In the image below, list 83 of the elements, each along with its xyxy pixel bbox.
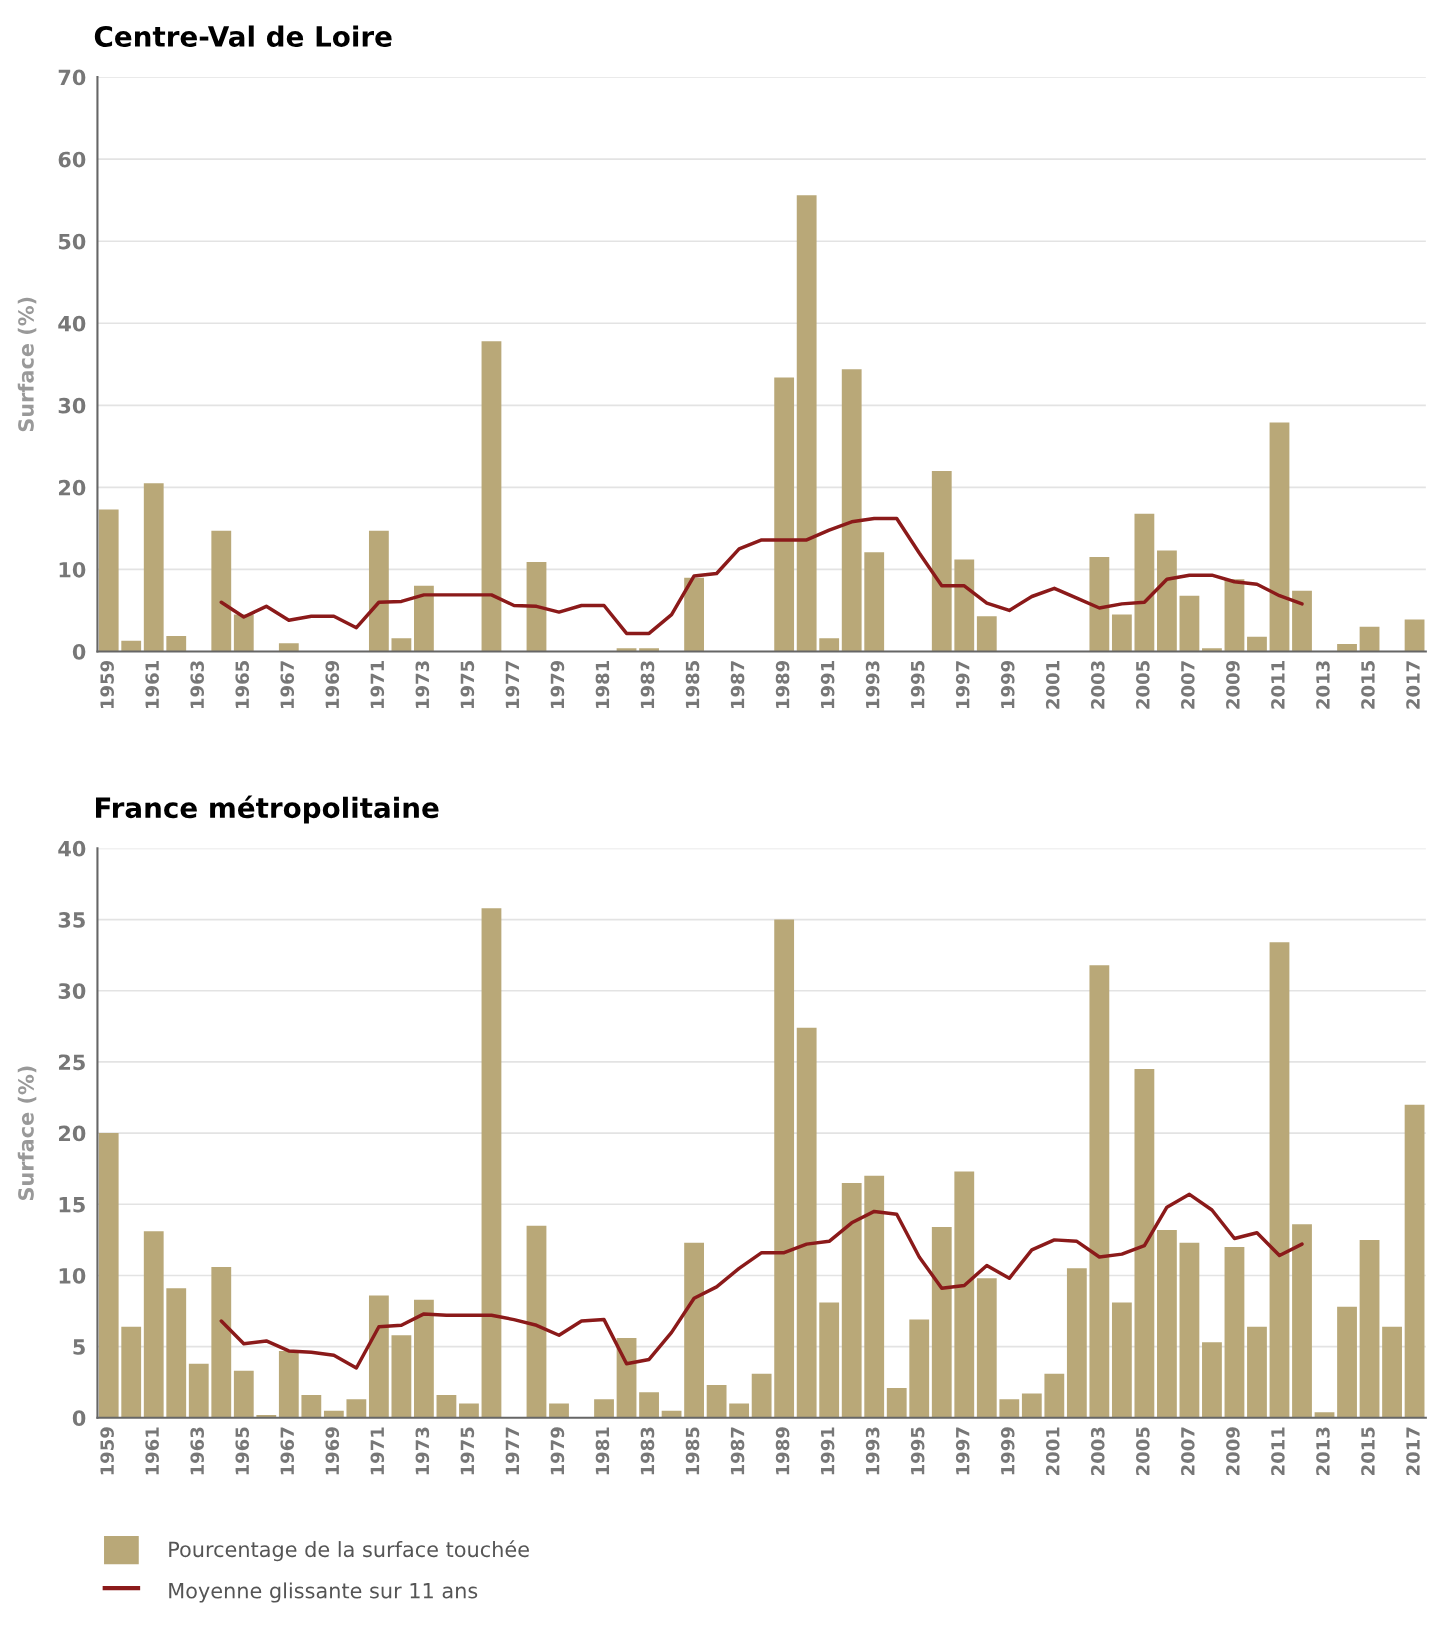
x-tick-label: 1979 (550, 1427, 565, 1475)
x-tick-label: 1985 (685, 661, 700, 709)
x-tick-label: 2009 (1226, 1427, 1240, 1475)
y-tick-label: 40 (58, 840, 86, 857)
x-tick-label: 1965 (235, 661, 250, 709)
x-tick-label: 1981 (595, 661, 610, 709)
y-tick-label: 0 (72, 1410, 86, 1427)
x-tick-label: 1973 (415, 661, 430, 709)
x-tick-label: 2001 (1045, 661, 1060, 709)
x-tick-label: 1983 (640, 661, 655, 709)
x-tick-label: 1977 (505, 1427, 520, 1475)
x-tick-label: 2015 (1361, 1427, 1375, 1475)
x-tick-label: 1991 (820, 661, 835, 709)
x-tick-label: 1981 (595, 1427, 610, 1475)
x-tick-label: 1961 (145, 661, 159, 709)
x-tick-label: 1979 (550, 660, 565, 709)
x-tick-label: 1991 (820, 1427, 835, 1475)
x-tick-label: 1969 (325, 1427, 340, 1475)
x-tick-label: 2013 (1316, 1427, 1330, 1475)
x-tick-label: 1959 (100, 1427, 114, 1475)
x-tick-label: 1973 (415, 1427, 430, 1475)
x-tick-label: 1987 (730, 1427, 745, 1475)
chart-title: Centre-Val de Loire (94, 25, 392, 47)
y-tick-label: 35 (58, 912, 85, 928)
x-tick-label: 1995 (910, 661, 925, 709)
x-tick-label: 2015 (1361, 661, 1375, 709)
x-tick-label: 2011 (1271, 661, 1285, 709)
x-tick-label: 1993 (865, 1427, 880, 1475)
x-tick-label: 1963 (190, 1427, 204, 1475)
y-axis-title: Surface (%) (17, 297, 37, 432)
x-tick-label: 1997 (955, 661, 970, 709)
y-axis-title: Surface (%) (17, 1066, 37, 1201)
x-tick-label: 1989 (775, 1427, 790, 1475)
x-tick-label: 1997 (955, 1427, 970, 1475)
x-tick-label: 2003 (1090, 661, 1105, 709)
x-tick-label: 2003 (1090, 1427, 1105, 1475)
x-tick-label: 2017 (1406, 1427, 1420, 1475)
legend-label: Moyenne glissante sur 11 ans (169, 1582, 478, 1603)
x-tick-label: 2009 (1226, 660, 1240, 709)
x-tick-label: 1967 (280, 1427, 295, 1475)
chart-title: France métropolitaine (96, 795, 439, 824)
x-tick-label: 1971 (370, 661, 385, 709)
x-tick-label: 2007 (1181, 661, 1195, 709)
x-tick-label: 2017 (1406, 661, 1420, 709)
y-tick-label: 20 (58, 1125, 86, 1142)
x-tick-label: 1993 (865, 661, 880, 709)
x-tick-label: 1989 (775, 660, 790, 709)
x-tick-label: 1967 (280, 661, 295, 709)
y-tick-label: 20 (58, 479, 86, 496)
x-tick-label: 2007 (1181, 1427, 1195, 1475)
x-tick-label: 1961 (145, 1427, 159, 1475)
y-tick-label: 0 (72, 643, 86, 660)
y-tick-label: 60 (58, 151, 86, 168)
x-tick-label: 1977 (505, 661, 520, 709)
x-tick-label: 2005 (1135, 1427, 1150, 1475)
x-tick-label: 1975 (460, 1427, 475, 1475)
x-tick-label: 1969 (325, 660, 340, 709)
x-tick-label: 1999 (1000, 660, 1015, 709)
x-tick-label: 1987 (730, 661, 745, 709)
y-tick-label: 30 (58, 983, 86, 999)
y-tick-label: 5 (73, 1339, 85, 1355)
x-tick-label: 1983 (640, 1427, 655, 1475)
legend-label: Pourcentage de la surface touchée (169, 1540, 529, 1562)
y-tick-label: 40 (58, 315, 86, 332)
y-tick-label: 25 (58, 1054, 85, 1071)
y-tick-label: 10 (59, 1267, 86, 1284)
x-tick-label: 1959 (100, 660, 114, 709)
x-tick-label: 1965 (235, 1427, 250, 1475)
x-tick-label: 1963 (190, 661, 204, 709)
x-tick-label: 1971 (370, 1427, 385, 1475)
y-tick-label: 30 (58, 397, 86, 414)
x-tick-label: 1995 (910, 1427, 925, 1475)
y-tick-label: 50 (58, 233, 86, 250)
x-tick-label: 2013 (1316, 661, 1330, 709)
x-tick-label: 2001 (1045, 1427, 1060, 1475)
y-tick-label: 10 (59, 561, 86, 578)
x-tick-label: 1999 (1000, 1427, 1015, 1475)
x-tick-label: 2011 (1271, 1427, 1285, 1475)
x-tick-label: 1985 (685, 1427, 700, 1475)
x-tick-label: 1975 (460, 661, 475, 709)
x-tick-label: 2005 (1135, 661, 1150, 709)
y-tick-label: 70 (58, 69, 86, 86)
y-tick-label: 15 (59, 1197, 85, 1213)
